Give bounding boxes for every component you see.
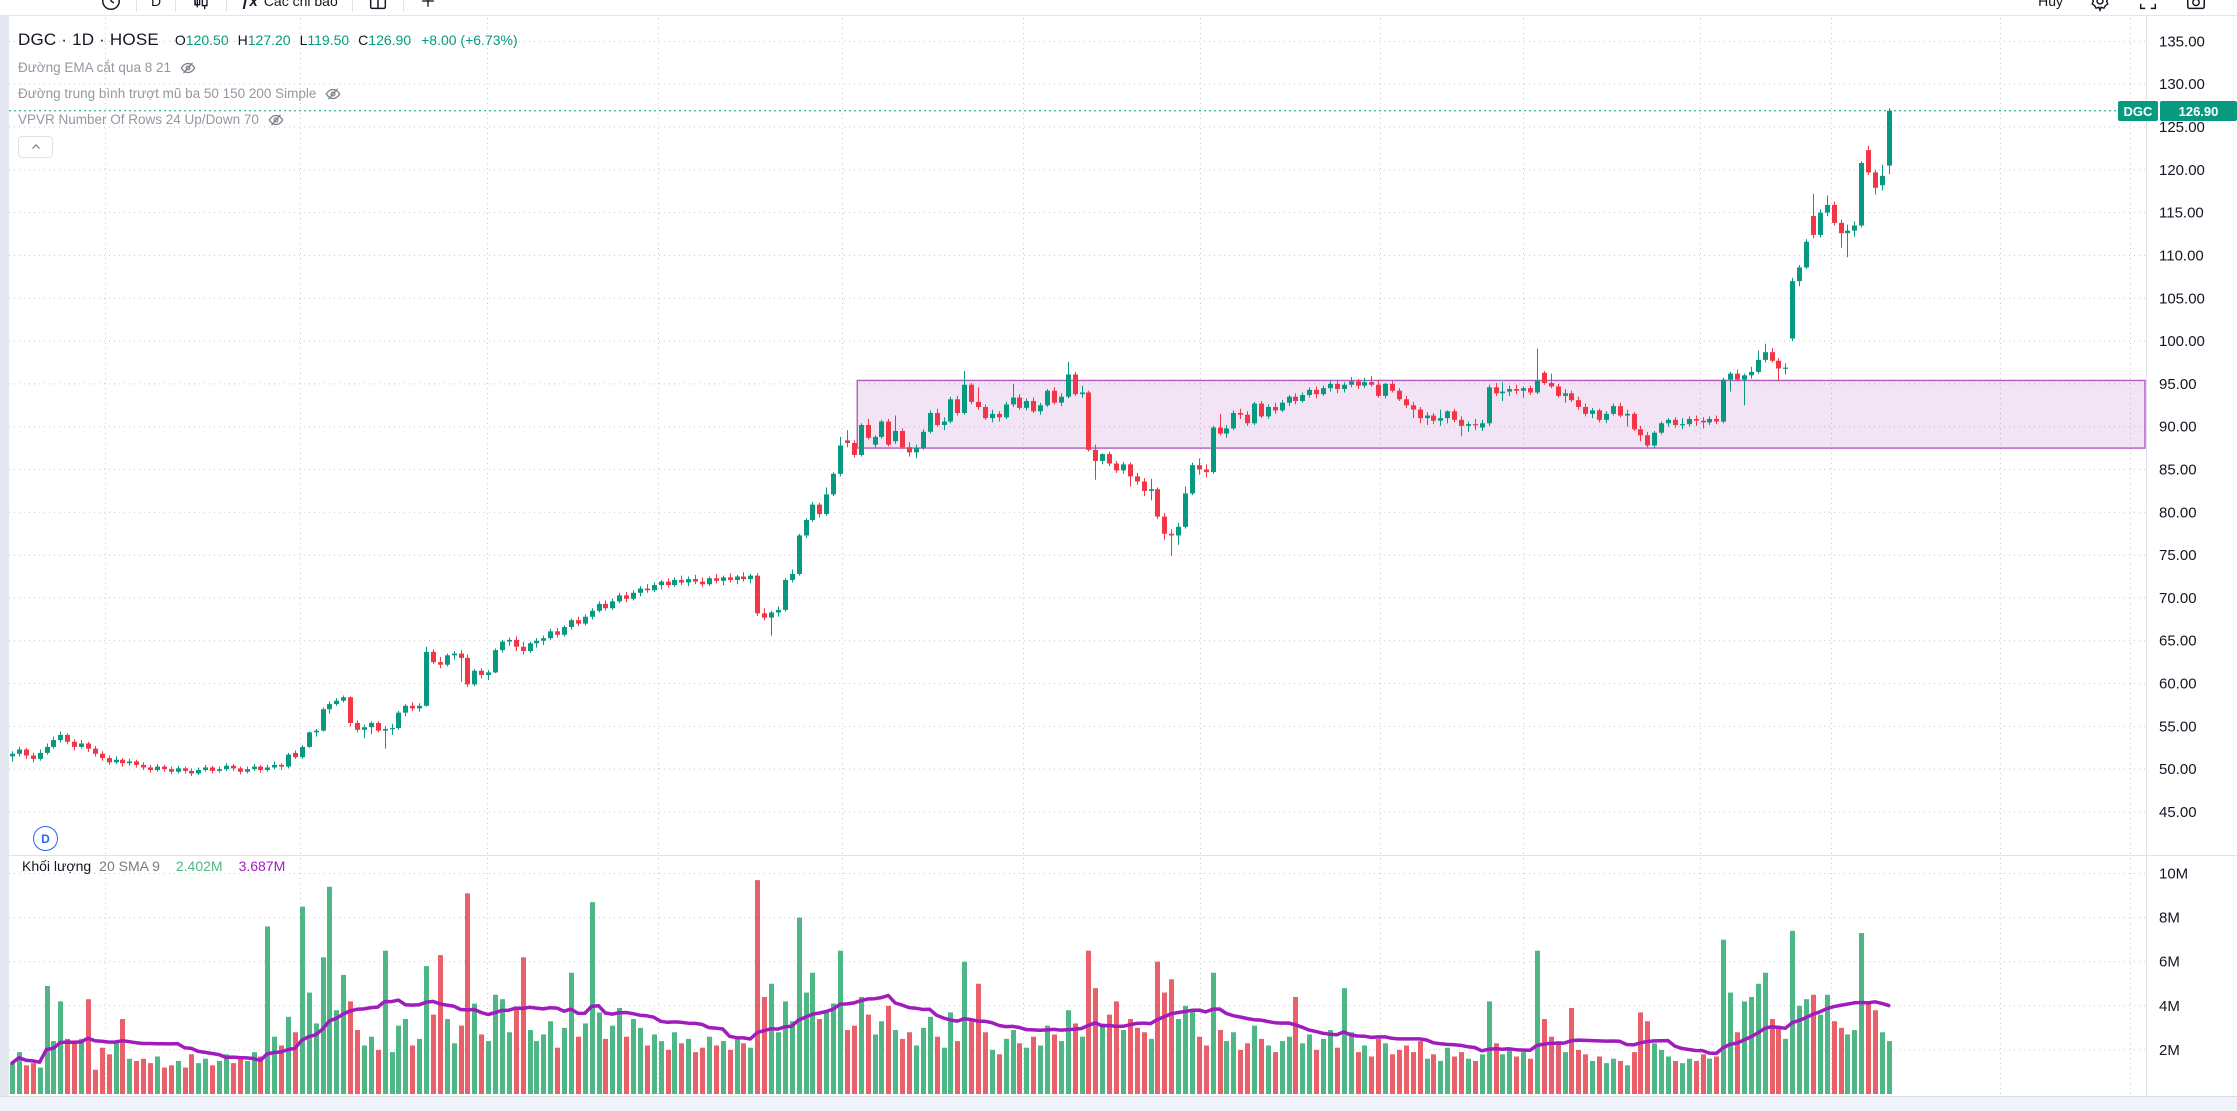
svg-text:55.00: 55.00 <box>2159 718 2197 735</box>
svg-text:95.00: 95.00 <box>2159 376 2197 393</box>
toolbar-separator <box>136 0 137 12</box>
svg-text:90.00: 90.00 <box>2159 419 2197 436</box>
svg-text:135.00: 135.00 <box>2159 33 2205 50</box>
eye-off-icon[interactable] <box>324 85 342 103</box>
svg-text:80.00: 80.00 <box>2159 504 2197 521</box>
svg-text:50.00: 50.00 <box>2159 761 2197 778</box>
svg-text:4M: 4M <box>2159 998 2180 1015</box>
indicator-label: VPVR Number Of Rows 24 Up/Down 70 <box>18 112 259 127</box>
chart-type-icon[interactable] <box>190 0 212 12</box>
svg-text:100.00: 100.00 <box>2159 333 2205 350</box>
svg-text:65.00: 65.00 <box>2159 633 2197 650</box>
pane-interval-badge: D <box>33 826 58 851</box>
toolbar-separator <box>175 0 177 12</box>
svg-text:85.00: 85.00 <box>2159 462 2197 479</box>
ohlc-values: O120.50 H127.20 L119.50 C126.90 <box>175 32 411 48</box>
svg-text:120.00: 120.00 <box>2159 162 2205 179</box>
layout-grid-icon[interactable] <box>367 0 389 12</box>
camera-snapshot-icon[interactable] <box>2185 0 2207 12</box>
svg-text:125.00: 125.00 <box>2159 119 2205 136</box>
low-label: L <box>299 32 308 48</box>
last-price-badge: DGC 126.90 <box>2118 101 2237 121</box>
high-label: H <box>237 32 248 48</box>
eye-off-icon[interactable] <box>267 111 285 129</box>
close-value: 126.90 <box>368 32 412 48</box>
svg-text:45.00: 45.00 <box>2159 804 2197 821</box>
fx-icon: ƒx <box>241 0 258 10</box>
svg-text:70.00: 70.00 <box>2159 590 2197 607</box>
indicators-button-label: Các chỉ báo <box>263 0 338 9</box>
svg-text:105.00: 105.00 <box>2159 290 2205 307</box>
toolbar-separator <box>402 0 404 12</box>
fullscreen-icon[interactable] <box>2137 0 2159 12</box>
change-value: +8.00 (+6.73%) <box>421 32 518 48</box>
svg-text:6M: 6M <box>2159 954 2180 971</box>
open-value: 120.50 <box>185 32 229 48</box>
eye-off-icon[interactable] <box>179 59 197 77</box>
chart-canvas[interactable]: 135.00 130.00 125.00 120.00 115.00 110.00 105.… <box>0 16 2237 1110</box>
volume-current-value: 2.402M <box>175 858 223 874</box>
top-toolbar: D ƒx Các chỉ báo Hủy <box>0 0 2237 16</box>
svg-text:2M: 2M <box>2159 1042 2180 1059</box>
left-edge-strip <box>0 16 9 1110</box>
indicator-row-triple-ma[interactable]: Đường trung bình trượt mũ ba 50 150 200 … <box>18 85 518 102</box>
chevron-up-icon <box>31 144 40 149</box>
indicators-button[interactable]: ƒx Các chỉ báo <box>241 0 338 10</box>
high-value: 127.20 <box>247 32 291 48</box>
indicator-label: Đường EMA cắt qua 8 21 <box>18 60 171 75</box>
toolbar-separator <box>351 0 353 12</box>
toolbar-separator <box>226 0 228 12</box>
legend-collapse-button[interactable] <box>18 136 53 158</box>
alert-clock-icon[interactable] <box>100 0 122 12</box>
add-alert-icon[interactable] <box>418 0 438 11</box>
price-badge-value: 126.90 <box>2160 101 2237 121</box>
volume-pane-legend[interactable]: Khối lượng 20 SMA 9 2.402M 3.687M <box>22 858 285 874</box>
low-value: 119.50 <box>307 32 350 48</box>
svg-text:8M: 8M <box>2159 910 2180 927</box>
price-badge-symbol: DGC <box>2118 101 2158 121</box>
volume-sma-value: 3.687M <box>238 858 286 874</box>
svg-text:130.00: 130.00 <box>2159 76 2205 93</box>
main-pane-legend: DGC · 1D · HOSE O120.50 H127.20 L119.50 … <box>18 30 518 158</box>
interval-button[interactable]: D <box>151 0 162 9</box>
volume-indicator-params: 20 SMA 9 <box>99 858 160 874</box>
svg-text:110.00: 110.00 <box>2159 247 2204 264</box>
svg-text:115.00: 115.00 <box>2159 205 2204 222</box>
indicator-row-vpvr[interactable]: VPVR Number Of Rows 24 Up/Down 70 <box>18 111 518 128</box>
svg-text:10M: 10M <box>2159 866 2188 883</box>
volume-indicator-name: Khối lượng <box>22 858 92 874</box>
time-axis-strip[interactable] <box>0 1096 2237 1111</box>
close-label: C <box>358 32 369 48</box>
cancel-button[interactable]: Hủy <box>2038 0 2063 9</box>
indicator-row-ema-cross[interactable]: Đường EMA cắt qua 8 21 <box>18 59 518 76</box>
chart-area: 135.00 130.00 125.00 120.00 115.00 110.00 105.… <box>0 16 2237 1110</box>
open-label: O <box>174 32 186 48</box>
svg-text:75.00: 75.00 <box>2159 547 2197 564</box>
settings-gear-icon[interactable] <box>2089 0 2111 12</box>
symbol-title[interactable]: DGC · 1D · HOSE <box>18 30 159 49</box>
svg-text:60.00: 60.00 <box>2159 676 2197 693</box>
indicator-label: Đường trung bình trượt mũ ba 50 150 200 … <box>18 86 317 101</box>
